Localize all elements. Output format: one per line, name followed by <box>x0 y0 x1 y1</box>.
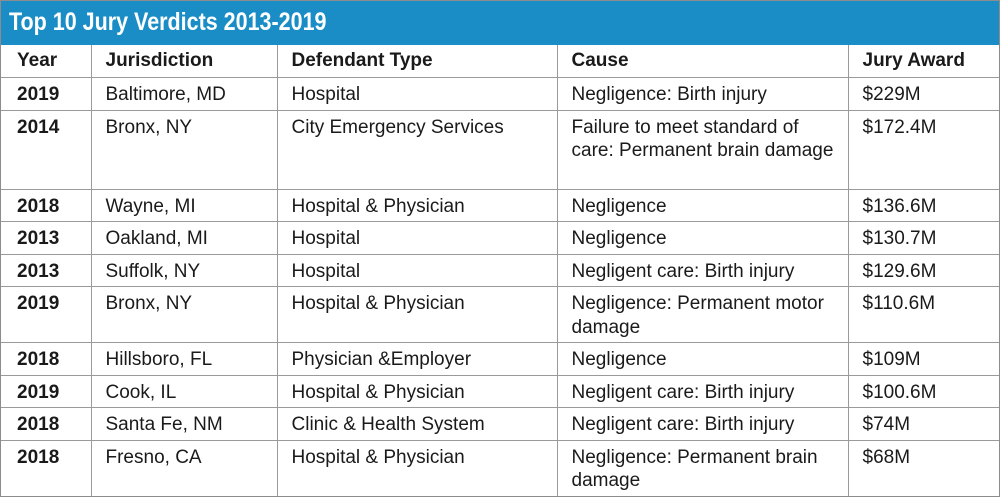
cell-cause: Negligent care: Birth injury <box>556 254 848 287</box>
header-defendant-type: Defendant Type <box>276 45 557 78</box>
cell-jurisdiction: Cook, IL <box>90 375 277 408</box>
cell-year: 2013 <box>17 260 60 282</box>
cell-defendant-type: Clinic & Health System <box>276 407 557 440</box>
verdicts-table: Year Jurisdiction Defendant Type Cause J… <box>1 45 999 496</box>
cell-year: 2018 <box>17 414 60 435</box>
table-row: 2013 Suffolk, NY Hospital Negligent care… <box>1 254 999 287</box>
cell-defendant-type: Hospital <box>276 77 557 110</box>
cell-jury-award: $109M <box>847 342 999 375</box>
cell-jurisdiction: Fresno, CA <box>90 440 277 496</box>
cell-jury-award: $68M <box>847 440 999 496</box>
cell-jury-award: $74M <box>847 407 999 440</box>
cell-year: 2018 <box>17 195 60 217</box>
cell-cause: Negligent care: Birth injury <box>556 375 848 408</box>
cell-defendant-type: Hospital <box>276 221 557 254</box>
cell-defendant-type: Physician &Employer <box>276 342 557 375</box>
cell-jurisdiction: Bronx, NY <box>90 110 277 189</box>
cell-year: 2019 <box>17 293 60 314</box>
cell-jurisdiction: Hillsboro, FL <box>90 342 277 375</box>
cell-year: 2019 <box>17 84 60 105</box>
cell-year: 2018 <box>17 349 60 370</box>
table-row: 2018 Wayne, MI Hospital & Physician Negl… <box>1 189 999 222</box>
table-row: 2018 Fresno, CA Hospital & Physician Neg… <box>1 440 999 496</box>
cell-year: 2019 <box>17 381 60 403</box>
cell-jury-award: $229M <box>847 77 999 110</box>
cell-cause: Negligent care: Birth injury <box>556 407 848 440</box>
cell-jurisdiction: Santa Fe, NM <box>90 407 277 440</box>
cell-jury-award: $136.6M <box>847 189 999 222</box>
header-year: Year <box>17 50 58 71</box>
cell-jurisdiction: Wayne, MI <box>90 189 277 222</box>
table-row: 2019 Cook, IL Hospital & Physician Negli… <box>1 375 999 408</box>
cell-year: 2013 <box>17 228 60 249</box>
cell-defendant-type: Hospital <box>276 254 557 287</box>
cell-jury-award: $172.4M <box>847 110 999 189</box>
cell-jury-award: $129.6M <box>847 254 999 287</box>
cell-cause: Failure to meet standard of care: Perman… <box>556 110 848 189</box>
table-title: Top 10 Jury Verdicts 2013-2019 <box>9 8 327 36</box>
cell-defendant-type: City Emergency Services <box>276 110 557 189</box>
table-row: 2018 Hillsboro, FL Physician &Employer N… <box>1 342 999 375</box>
title-bar: Top 10 Jury Verdicts 2013-2019 <box>1 1 999 45</box>
cell-jurisdiction: Suffolk, NY <box>90 254 277 287</box>
cell-cause: Negligence: Permanent brain damage <box>556 440 848 496</box>
table-row: 2014 Bronx, NY City Emergency Services F… <box>1 110 999 189</box>
table-row: 2013 Oakland, MI Hospital Negligence $13… <box>1 221 999 254</box>
header-cause: Cause <box>556 45 848 78</box>
cell-jury-award: $130.7M <box>847 221 999 254</box>
table-header: Year Jurisdiction Defendant Type Cause J… <box>1 45 999 78</box>
table-body: 2019 Baltimore, MD Hospital Negligence: … <box>1 77 999 496</box>
cell-jurisdiction: Baltimore, MD <box>90 77 277 110</box>
cell-jurisdiction: Bronx, NY <box>90 286 277 343</box>
table-row: 2019 Bronx, NY Hospital & Physician Negl… <box>1 286 999 343</box>
cell-year: 2018 <box>17 446 60 468</box>
header-row: Year Jurisdiction Defendant Type Cause J… <box>1 45 999 78</box>
header-jury-award: Jury Award <box>847 45 999 78</box>
cell-defendant-type: Hospital & Physician <box>276 286 557 343</box>
cell-jury-award: $100.6M <box>847 375 999 408</box>
cell-cause: Negligence: Birth injury <box>556 77 848 110</box>
cell-jurisdiction: Oakland, MI <box>90 221 277 254</box>
cell-defendant-type: Hospital & Physician <box>276 440 557 496</box>
cell-defendant-type: Hospital & Physician <box>276 375 557 408</box>
cell-cause: Negligence <box>556 189 848 222</box>
table-row: 2019 Baltimore, MD Hospital Negligence: … <box>1 77 999 110</box>
header-jurisdiction: Jurisdiction <box>90 45 277 78</box>
table-row: 2018 Santa Fe, NM Clinic & Health System… <box>1 407 999 440</box>
cell-cause: Negligence: Permanent motor damage <box>556 286 848 343</box>
cell-defendant-type: Hospital & Physician <box>276 189 557 222</box>
cell-cause: Negligence <box>556 221 848 254</box>
cell-jury-award: $110.6M <box>847 286 999 343</box>
cell-year: 2014 <box>17 116 60 138</box>
cell-cause: Negligence <box>556 342 848 375</box>
